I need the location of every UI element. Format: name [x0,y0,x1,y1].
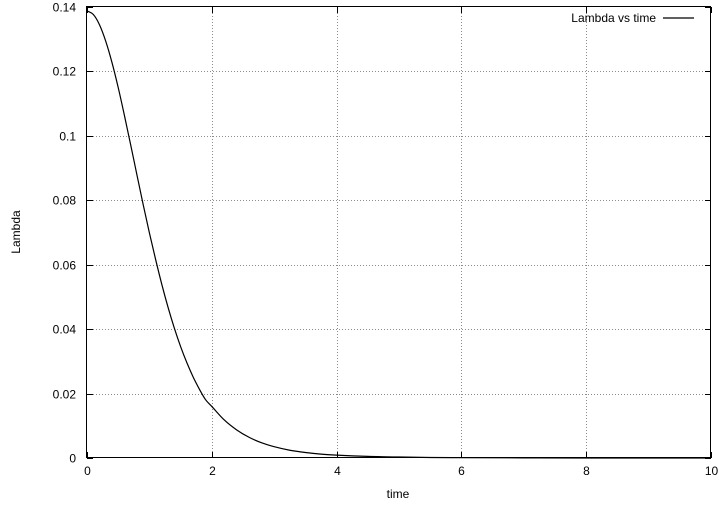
y-axis-label: Lambda [9,210,23,254]
series-line-lambda [86,10,711,459]
x-tick-label: 10 [705,464,719,478]
y-tick-label: 0.12 [53,65,77,79]
y-tick-label: 0 [69,452,76,466]
x-tick-label: 6 [458,464,465,478]
y-tick-label: 0.04 [53,323,77,337]
x-tick-label: 0 [84,464,91,478]
x-tick-label: 4 [334,464,341,478]
series-layer [86,10,711,459]
grid [87,7,711,458]
x-tick-label: 8 [583,464,590,478]
y-tick-label: 0.02 [53,388,77,402]
axis-ticks: 0 2 4 6 8 10 0 0.02 0.04 0.06 0.08 0.1 0.12 0.14 [53,1,719,479]
legend: Lambda vs time [571,11,694,25]
y-tick-label: 0.06 [53,259,77,273]
plot-frame [86,6,711,458]
y-tick-label: 0.08 [53,194,77,208]
legend-label: Lambda vs time [571,11,656,25]
y-tick-label: 0.14 [53,1,77,15]
x-axis-label: time [387,487,410,501]
y-tick-label: 0.1 [59,130,76,144]
x-tick-label: 2 [209,464,216,478]
